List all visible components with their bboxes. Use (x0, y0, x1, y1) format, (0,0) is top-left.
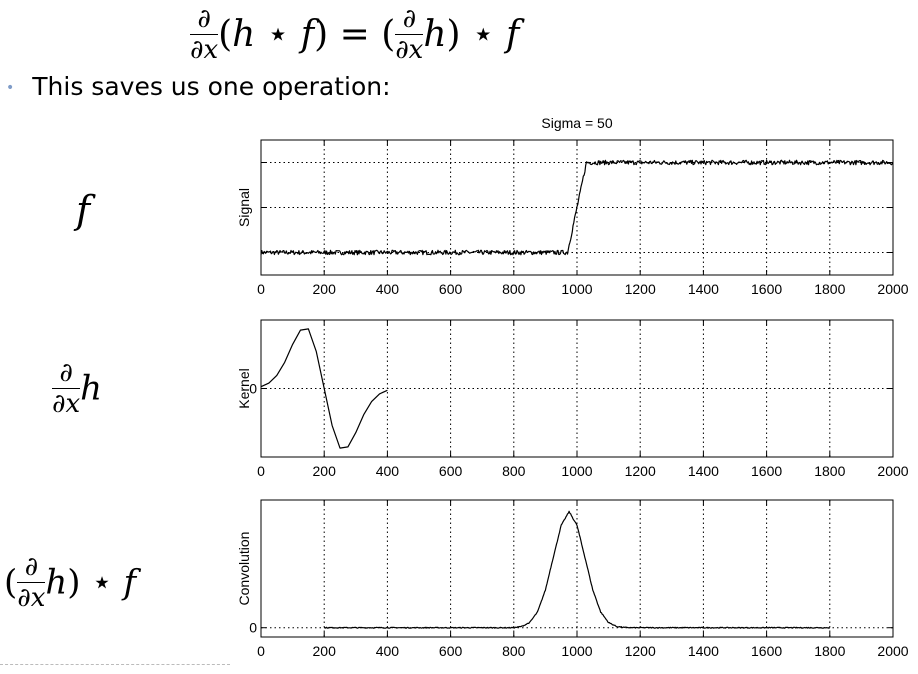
bullet-text: This saves us one operation: (32, 72, 391, 101)
x-tick-label: 1800 (814, 643, 845, 659)
y-tick-label: 0 (249, 620, 257, 636)
x-tick-label: 2000 (877, 643, 908, 659)
row-label-convolution: (∂ ∂x h) ⋆ f (4, 552, 137, 613)
x-tick-label: 1800 (814, 463, 845, 479)
y-axis-label: Kernel (236, 368, 252, 408)
y-axis-label: Convolution (236, 532, 252, 606)
x-tick-label: 2000 (877, 281, 908, 297)
x-tick-label: 1600 (751, 643, 782, 659)
x-tick-label: 800 (502, 281, 526, 297)
x-tick-label: 1200 (625, 281, 656, 297)
y-axis-label: Signal (236, 188, 252, 227)
x-tick-label: 1600 (751, 281, 782, 297)
x-tick-label: 600 (439, 643, 463, 659)
x-tick-label: 200 (313, 281, 337, 297)
x-tick-label: 400 (376, 643, 400, 659)
x-tick-label: 1400 (688, 643, 719, 659)
x-tick-label: 200 (313, 463, 337, 479)
x-tick-label: 1200 (625, 463, 656, 479)
x-tick-label: 0 (257, 463, 265, 479)
row-label-kernel: ∂ ∂x h (52, 358, 103, 419)
bullet-item: • This saves us one operation: (6, 72, 391, 101)
series-line (260, 159, 894, 256)
bullet-icon: • (6, 80, 15, 96)
x-tick-label: 400 (376, 281, 400, 297)
series-line (324, 510, 831, 629)
x-tick-label: 600 (439, 463, 463, 479)
x-tick-label: 1400 (688, 281, 719, 297)
chart-title: Sigma = 50 (541, 115, 612, 131)
row-label-f: f (76, 188, 91, 232)
x-tick-label: 0 (257, 281, 265, 297)
x-tick-label: 600 (439, 281, 463, 297)
x-tick-label: 400 (376, 463, 400, 479)
x-tick-label: 1000 (561, 281, 592, 297)
x-tick-label: 1400 (688, 463, 719, 479)
footer-divider (0, 664, 230, 665)
x-tick-label: 1600 (751, 463, 782, 479)
x-tick-label: 800 (502, 463, 526, 479)
x-tick-label: 1000 (561, 643, 592, 659)
x-tick-label: 0 (257, 643, 265, 659)
y-tick-label: 0 (249, 381, 257, 397)
x-tick-label: 2000 (877, 463, 908, 479)
x-tick-label: 800 (502, 643, 526, 659)
x-tick-label: 1000 (561, 463, 592, 479)
x-tick-label: 1800 (814, 281, 845, 297)
x-tick-label: 1200 (625, 643, 656, 659)
header-formula: ∂ ∂x (h ⋆ f) = (∂ ∂x h) ⋆ f (190, 4, 520, 65)
series-line (260, 328, 388, 449)
x-tick-label: 200 (313, 643, 337, 659)
